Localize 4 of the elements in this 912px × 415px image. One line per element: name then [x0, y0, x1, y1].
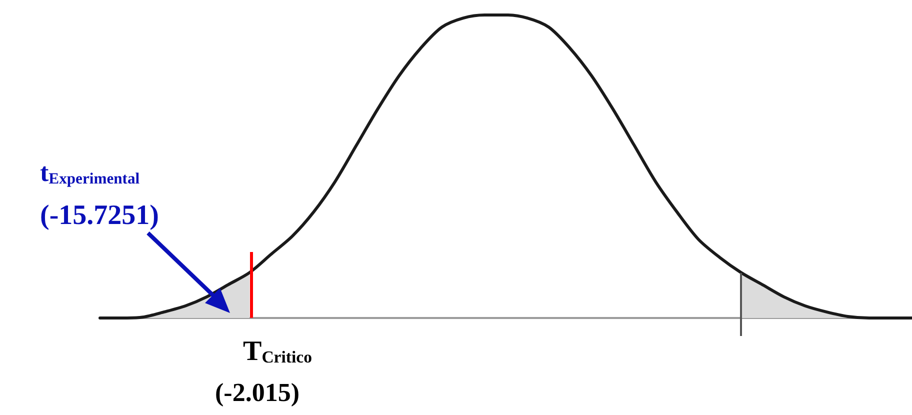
text: T$_{Critico}$: [243, 336, 312, 368]
annotation: t$_{Experimental}$: [40, 158, 140, 188]
annotation: (-15.7251): [40, 200, 159, 232]
text: (-2.015): [215, 378, 300, 408]
